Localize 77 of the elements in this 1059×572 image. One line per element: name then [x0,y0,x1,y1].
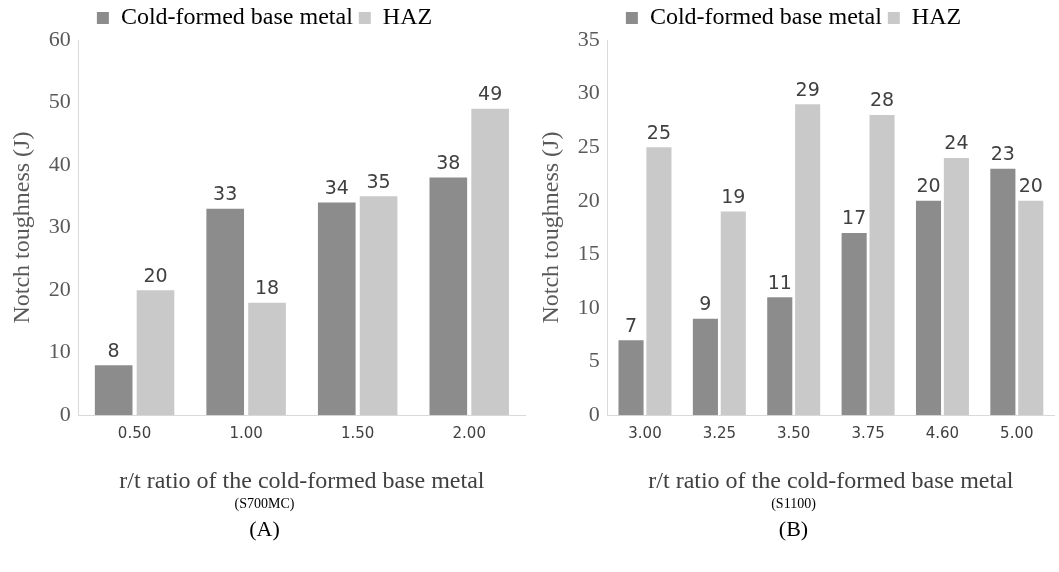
y-tick-label: 35 [577,25,600,51]
bar [767,297,793,416]
x-axis-title: r/t ratio of the cold-formed base metal [119,466,485,493]
y-axis-title: Notch toughness (J) [7,131,34,324]
text: (S1100) [770,496,817,512]
data-label: 33 [213,182,238,205]
data-label: 24 [944,131,969,154]
x-tick-label: 3.50 [777,424,811,443]
bar [359,196,398,416]
y-tick-label: 10 [48,338,71,364]
bar [990,168,1016,416]
bar [248,302,286,416]
bar [618,340,644,416]
y-tick-label: 20 [577,186,600,212]
y-tick-label: 60 [48,25,71,51]
x-tick-label: 1.00 [229,424,263,443]
bar [94,365,133,416]
x-axis-title: r/t ratio of the cold-formed base metal [648,466,1014,493]
x-tick-label: 3.25 [702,424,737,443]
bar [692,318,718,416]
bar [471,108,509,416]
y-tick-label: 15 [577,240,600,266]
bar [869,115,895,416]
text: (A) [248,516,281,542]
text: (S700MC) [233,496,296,512]
data-label: 35 [366,169,391,192]
legend-label: Cold-formed base metal [120,3,354,30]
data-label: 19 [721,184,746,207]
data-label: 34 [324,176,349,199]
y-tick-label: 30 [48,213,71,239]
data-label: 20 [143,263,168,286]
bar [136,290,175,416]
data-label: 20 [1018,174,1043,197]
bar [720,211,746,416]
legend-label: HAZ [382,3,433,30]
bar [646,147,672,416]
data-label: 28 [869,88,895,111]
data-label: 23 [990,142,1015,165]
bar [915,200,942,416]
data-label: 8 [107,338,120,361]
x-tick-label: 3.00 [628,424,662,443]
data-label: 18 [254,276,280,299]
bar [206,208,245,416]
y-tick-label: 5 [588,347,600,373]
bar [841,232,867,416]
y-tick-label: 0 [588,400,600,426]
data-label: 11 [767,270,792,293]
data-label: 17 [842,206,867,229]
x-tick-label: 3.75 [851,424,885,443]
data-label: 9 [699,292,712,315]
y-tick-label: 25 [577,132,600,158]
bar [429,177,468,416]
legend-label: Cold-formed base metal [649,3,883,30]
x-tick-label: 4.60 [925,424,960,443]
legend-label: HAZ [911,3,962,30]
x-tick-label: 5.00 [1000,424,1034,443]
y-axis-title: Notch toughness (J) [536,131,563,324]
data-label: 7 [624,313,638,336]
y-tick-label: 40 [48,150,71,176]
y-tick-label: 20 [48,275,71,301]
data-label: 49 [478,82,503,105]
y-tick-label: 50 [48,88,71,114]
x-tick-label: 1.50 [340,424,375,443]
data-label: 25 [646,120,672,143]
data-label: 38 [436,151,461,174]
data-label: 20 [916,174,941,197]
bar [1018,200,1044,416]
y-tick-label: 10 [577,293,600,319]
text: (B) [777,516,810,542]
x-tick-label: 2.00 [452,424,486,443]
x-tick-label: 0.50 [117,424,152,443]
y-tick-label: 30 [577,79,600,105]
bar [795,104,821,416]
bar [943,157,969,416]
data-label: 29 [795,77,820,100]
bar [317,202,356,416]
y-tick-label: 0 [59,400,71,426]
